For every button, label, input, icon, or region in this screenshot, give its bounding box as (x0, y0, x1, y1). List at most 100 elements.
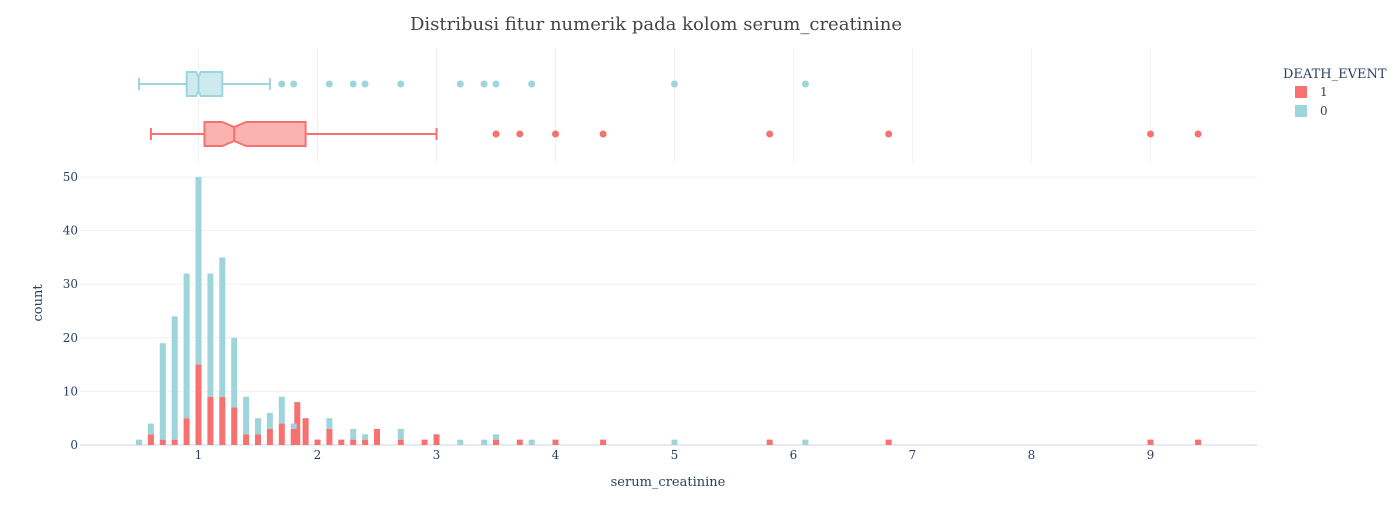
bar-death-event-1 (326, 428, 333, 445)
chart-title: Distribusi fitur numerik pada kolom seru… (410, 14, 902, 35)
x-tick-label: 1 (195, 448, 203, 462)
bar-death-event-0 (219, 257, 226, 397)
bar-death-event-1 (266, 428, 273, 445)
box-plot-death-event-1 (149, 121, 1202, 147)
y-axis-title: count (31, 284, 46, 322)
y-tick-label: 10 (63, 384, 78, 398)
box-body (203, 121, 307, 147)
outlier-point (278, 80, 286, 88)
x-tick-label: 6 (790, 448, 798, 462)
bar-death-event-0 (278, 396, 285, 424)
outlier-point (290, 80, 298, 88)
bar-death-event-1 (362, 439, 369, 445)
bar-death-event-0 (147, 423, 154, 435)
x-tick-label: 3 (433, 448, 441, 462)
bar-death-event-1 (493, 439, 499, 445)
bar-death-event-1 (600, 439, 607, 445)
bar-death-event-0 (397, 428, 404, 440)
x-tick-label: 9 (1147, 448, 1155, 462)
outlier-point (528, 80, 536, 88)
bar-death-event-1 (766, 439, 773, 445)
x-tick-label: 8 (1028, 448, 1036, 462)
bar-death-event-0 (183, 273, 190, 419)
box-plot-death-event-0 (138, 71, 809, 97)
bar-death-event-0 (207, 273, 214, 397)
x-axis-title: serum_creatinine (611, 475, 726, 490)
bar-death-event-1 (195, 364, 202, 445)
outlier-point (361, 80, 369, 88)
bar-death-event-1 (219, 396, 226, 445)
histogram-bars (136, 177, 1202, 445)
bar-death-event-1 (885, 439, 892, 445)
box-grid (198, 48, 1151, 162)
bar-death-event-1 (243, 434, 250, 445)
bar-death-event-0 (243, 396, 250, 435)
bar-death-event-1 (516, 439, 523, 445)
bar-death-event-1 (374, 428, 380, 445)
bar-death-event-1 (350, 439, 357, 445)
bar-death-event-0 (290, 423, 297, 429)
bar-death-event-1 (231, 407, 238, 445)
outlier-point (492, 130, 500, 138)
bar-death-event-0 (802, 439, 809, 445)
outlier-point (480, 80, 488, 88)
outlier-point (671, 80, 678, 88)
bar-death-event-1 (290, 428, 297, 445)
legend-swatch-0 (1295, 105, 1307, 117)
y-tick-label: 20 (63, 331, 78, 345)
legend-swatch-1 (1295, 86, 1307, 98)
x-tick-label: 2 (314, 448, 322, 462)
y-tick-label: 0 (70, 438, 78, 452)
bar-death-event-1 (159, 439, 166, 445)
legend[interactable]: DEATH_EVENT 1 0 (1283, 67, 1387, 118)
bar-death-event-0 (528, 439, 535, 445)
bar-death-event-1 (397, 439, 404, 445)
bar-death-event-0 (493, 434, 499, 440)
bar-death-event-1 (207, 396, 214, 445)
outlier-point (349, 80, 357, 88)
bar-death-event-1 (552, 439, 559, 445)
x-tick-label: 5 (671, 448, 679, 462)
bar-death-event-0 (350, 428, 357, 440)
outlier-point (766, 130, 774, 138)
bar-death-event-0 (195, 177, 202, 365)
bar-death-event-1 (294, 402, 301, 445)
y-tick-label: 50 (63, 170, 78, 184)
outlier-point (801, 80, 809, 88)
y-tick-label: 30 (63, 277, 78, 291)
outlier-point (325, 80, 333, 88)
bar-death-event-1 (1147, 439, 1154, 445)
outlier-point (516, 130, 524, 138)
histogram-grid (80, 176, 1257, 446)
bar-death-event-1 (338, 439, 345, 445)
outlier-point (492, 80, 500, 88)
bar-death-event-0 (159, 343, 166, 440)
outlier-point (552, 130, 559, 138)
bar-death-event-1 (278, 423, 285, 445)
bar-death-event-0 (362, 434, 369, 440)
bar-death-event-1 (147, 434, 154, 445)
bar-death-event-0 (457, 439, 464, 445)
bar-death-event-1 (433, 434, 440, 445)
box-plots (138, 71, 1202, 147)
bar-death-event-1 (183, 418, 190, 445)
box-body (185, 71, 224, 97)
outlier-point (1147, 130, 1154, 138)
bar-death-event-0 (255, 418, 261, 435)
legend-title: DEATH_EVENT (1283, 67, 1387, 82)
outlier-point (885, 130, 893, 138)
x-tick-label: 4 (552, 448, 560, 462)
bar-death-event-1 (302, 418, 309, 445)
bar-death-event-0 (481, 439, 488, 445)
outlier-point (456, 80, 464, 88)
bar-death-event-0 (136, 439, 142, 445)
legend-label-0: 0 (1320, 104, 1328, 118)
bar-death-event-1 (171, 439, 178, 445)
x-tick-label: 7 (909, 448, 917, 462)
outlier-point (599, 130, 607, 138)
bar-death-event-1 (314, 439, 321, 445)
bar-death-event-0 (671, 439, 678, 445)
y-axis-ticks: 0 10 20 30 40 50 (63, 170, 78, 452)
legend-label-1: 1 (1320, 85, 1328, 99)
